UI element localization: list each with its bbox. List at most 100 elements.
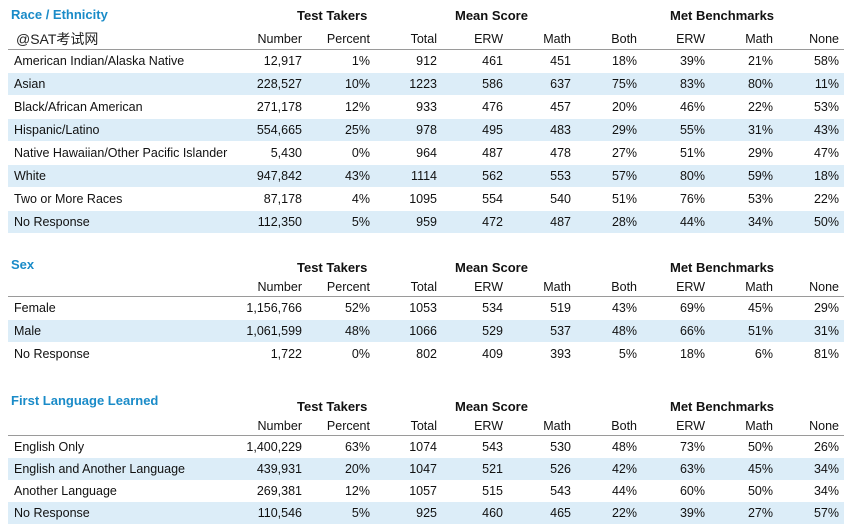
table-row: Male 1,061,599 48% 1066 529 537 48% 66% 51% 31% bbox=[8, 320, 844, 342]
cell-math2: 51% bbox=[747, 324, 773, 338]
cell-math: 553 bbox=[550, 169, 571, 183]
sub-header-math: Math bbox=[543, 32, 571, 46]
cell-erw2: 18% bbox=[679, 347, 705, 361]
cell-erw: 472 bbox=[482, 215, 503, 229]
cell-total: 1074 bbox=[409, 440, 437, 454]
table-row: No Response 110,546 5% 925 460 465 22% 39% 27% 57… bbox=[8, 502, 844, 524]
cell-number: 1,061,599 bbox=[246, 324, 302, 338]
group-header-mean-score: Mean Score bbox=[455, 399, 528, 414]
section-title-sex: Sex bbox=[11, 257, 35, 272]
cell-math: 530 bbox=[550, 440, 571, 454]
cell-math2: 45% bbox=[747, 462, 773, 476]
cell-percent: 12% bbox=[344, 100, 370, 114]
sub-header-total: Total bbox=[410, 32, 437, 46]
cell-erw2: 39% bbox=[679, 506, 705, 520]
cell-number: 271,178 bbox=[256, 100, 302, 114]
row-label: Female bbox=[14, 301, 56, 315]
row-label: White bbox=[14, 169, 46, 183]
cell-percent: 63% bbox=[344, 440, 370, 454]
cell-number: 439,931 bbox=[256, 462, 302, 476]
cell-total: 1066 bbox=[409, 324, 437, 338]
cell-erw: 534 bbox=[482, 301, 503, 315]
sub-header-total: Total bbox=[410, 419, 437, 433]
cell-erw2: 80% bbox=[679, 169, 705, 183]
row-label: American Indian/Alaska Native bbox=[14, 54, 185, 68]
cell-percent: 0% bbox=[351, 146, 370, 160]
cell-number: 12,917 bbox=[263, 54, 302, 68]
cell-math: 393 bbox=[550, 347, 571, 361]
cell-both: 18% bbox=[611, 54, 637, 68]
cell-percent: 48% bbox=[344, 324, 370, 338]
cell-erw2: 60% bbox=[679, 484, 705, 498]
cell-math2: 6% bbox=[754, 347, 773, 361]
cell-math2: 34% bbox=[747, 215, 773, 229]
cell-both: 28% bbox=[611, 215, 637, 229]
group-header-mean-score: Mean Score bbox=[455, 8, 528, 23]
divider bbox=[8, 435, 844, 436]
table-row: No Response 1,722 0% 802 409 393 5% 18% 6% 81% bbox=[8, 343, 844, 365]
sub-header-erw: ERW bbox=[474, 280, 503, 294]
cell-total: 925 bbox=[416, 506, 437, 520]
cell-math2: 45% bbox=[747, 301, 773, 315]
cell-none: 58% bbox=[813, 54, 839, 68]
cell-percent: 25% bbox=[344, 123, 370, 137]
cell-none: 34% bbox=[813, 484, 839, 498]
cell-math2: 50% bbox=[747, 440, 773, 454]
sub-header-math: Math bbox=[543, 280, 571, 294]
cell-percent: 4% bbox=[351, 192, 370, 206]
cell-both: 75% bbox=[611, 77, 637, 91]
cell-number: 947,842 bbox=[256, 169, 302, 183]
cell-total: 1053 bbox=[409, 301, 437, 315]
sub-header-row: Number Percent Total ERW Math Both ERW Math None bbox=[8, 278, 844, 296]
sub-header-percent: Percent bbox=[326, 419, 370, 433]
sub-header-row: Number Percent Total ERW Math Both ERW Math None bbox=[8, 30, 844, 48]
cell-erw2: 69% bbox=[679, 301, 705, 315]
cell-erw: 487 bbox=[482, 146, 503, 160]
cell-erw: 586 bbox=[482, 77, 503, 91]
cell-both: 43% bbox=[611, 301, 637, 315]
sub-header-number: Number bbox=[257, 32, 302, 46]
cell-percent: 10% bbox=[344, 77, 370, 91]
group-header-mean-score: Mean Score bbox=[455, 260, 528, 275]
cell-none: 11% bbox=[814, 77, 839, 91]
cell-both: 20% bbox=[611, 100, 637, 114]
group-header-test-takers: Test Takers bbox=[297, 399, 368, 414]
sub-header-none: None bbox=[809, 32, 839, 46]
section-title-first-language: First Language Learned bbox=[11, 393, 159, 408]
cell-erw: 460 bbox=[482, 506, 503, 520]
cell-math: 637 bbox=[550, 77, 571, 91]
cell-both: 29% bbox=[611, 123, 637, 137]
table-row: Hispanic/Latino 554,665 25% 978 495 483 29% 55%… bbox=[8, 119, 844, 141]
cell-math2: 22% bbox=[747, 100, 773, 114]
cell-number: 1,156,766 bbox=[246, 301, 302, 315]
cell-erw: 461 bbox=[482, 54, 503, 68]
sub-header-erw: ERW bbox=[676, 419, 705, 433]
cell-erw: 521 bbox=[482, 462, 503, 476]
cell-none: 53% bbox=[813, 100, 839, 114]
cell-math2: 31% bbox=[747, 123, 773, 137]
cell-math: 457 bbox=[550, 100, 571, 114]
row-label: English and Another Language bbox=[14, 462, 185, 476]
cell-percent: 12% bbox=[344, 484, 370, 498]
cell-erw: 476 bbox=[482, 100, 503, 114]
row-label: Male bbox=[14, 324, 42, 338]
cell-number: 5,430 bbox=[270, 146, 302, 160]
cell-percent: 1% bbox=[351, 54, 370, 68]
cell-math: 478 bbox=[550, 146, 571, 160]
cell-number: 110,546 bbox=[257, 506, 302, 520]
cell-both: 48% bbox=[611, 440, 637, 454]
cell-percent: 20% bbox=[344, 462, 370, 476]
cell-both: 57% bbox=[611, 169, 637, 183]
watermark: @SAT考试网 bbox=[16, 31, 99, 47]
cell-number: 1,722 bbox=[270, 347, 302, 361]
cell-math2: 27% bbox=[747, 506, 773, 520]
cell-math: 451 bbox=[550, 54, 571, 68]
cell-erw2: 63% bbox=[679, 462, 705, 476]
row-label: Two or More Races bbox=[14, 192, 123, 206]
row-label: No Response bbox=[14, 215, 90, 229]
cell-none: 50% bbox=[813, 215, 839, 229]
cell-percent: 43% bbox=[344, 169, 370, 183]
sub-header-total: Total bbox=[410, 280, 437, 294]
cell-total: 964 bbox=[416, 146, 437, 160]
cell-math: 465 bbox=[550, 506, 571, 520]
